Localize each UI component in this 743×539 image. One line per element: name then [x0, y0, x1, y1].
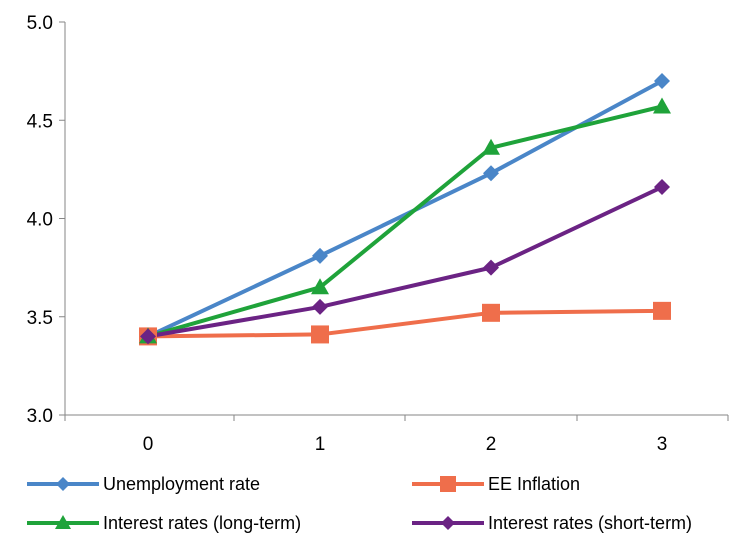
series-line	[147, 104, 663, 339]
legend-label: Interest rates (long-term)	[103, 513, 301, 533]
y-tick-label: 5.0	[27, 13, 53, 34]
series-line	[147, 79, 663, 339]
data-point-marker	[482, 303, 500, 322]
y-tick-label: 3.0	[27, 406, 53, 427]
data-point-marker	[482, 138, 500, 155]
y-tick-label: 4.5	[27, 111, 53, 132]
x-tick-label: 1	[315, 434, 326, 455]
data-point-marker	[654, 72, 670, 89]
y-tick-label: 4.0	[27, 210, 53, 231]
legend-label: Unemployment rate	[103, 474, 260, 494]
series-2	[147, 104, 663, 339]
legend-marker	[441, 516, 455, 530]
data-point-marker	[311, 278, 329, 295]
data-point-marker	[483, 259, 499, 276]
legend-marker	[55, 515, 71, 529]
series-0	[147, 79, 663, 339]
data-point-marker	[483, 165, 499, 182]
legend-item: Interest rates (long-term)	[27, 513, 301, 533]
data-point-marker	[654, 179, 670, 196]
legend-label: EE Inflation	[488, 474, 580, 494]
series-3	[147, 185, 663, 339]
legend: Unemployment rate EE Inflation Interest ra…	[27, 474, 692, 533]
legend-item: Unemployment rate	[27, 474, 260, 494]
y-tick-label: 3.5	[27, 308, 53, 329]
series-1	[147, 308, 663, 339]
legend-marker	[56, 477, 70, 491]
data-point-marker	[653, 301, 671, 320]
data-point-marker	[311, 325, 329, 344]
series-markers-3	[140, 179, 670, 345]
legend-marker	[440, 476, 456, 492]
series-line	[147, 185, 663, 339]
legend-item: EE Inflation	[412, 474, 580, 494]
series-line	[147, 308, 663, 339]
axes: 3.0 3.5 4.0 4.5 5.0 0 1 2 3	[27, 13, 729, 455]
data-point-marker	[653, 97, 671, 114]
legend-label: Interest rates (short-term)	[488, 513, 692, 533]
x-tick-label: 3	[657, 434, 668, 455]
x-tick-label: 0	[143, 434, 154, 455]
data-point-marker	[312, 247, 328, 264]
series-lines	[139, 72, 671, 346]
data-point-marker	[140, 328, 156, 345]
x-tick-label: 2	[486, 434, 497, 455]
data-point-marker	[312, 298, 328, 315]
legend-item: Interest rates (short-term)	[412, 513, 692, 533]
